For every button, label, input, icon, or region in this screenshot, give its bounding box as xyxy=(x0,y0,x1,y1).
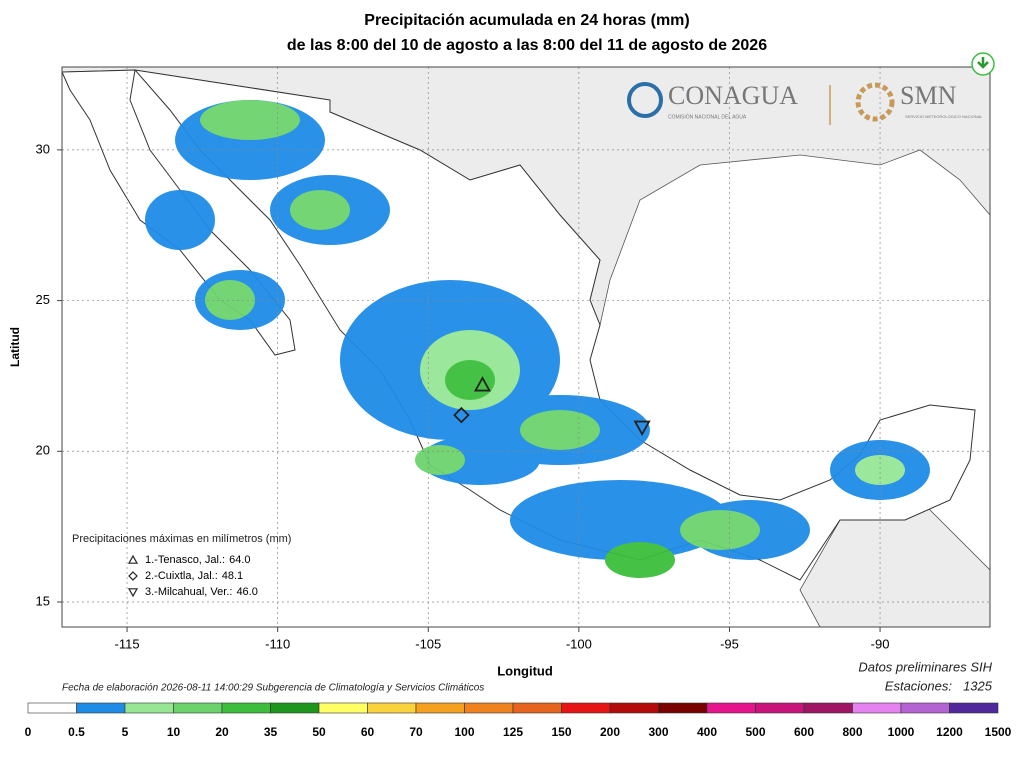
source: Datos preliminares SIH xyxy=(858,659,992,674)
grid xyxy=(57,67,990,632)
x-tick-label: -115 xyxy=(115,636,140,651)
x-axis-label: Longitud xyxy=(497,663,553,678)
colorbar-segment xyxy=(512,702,562,714)
colorbar-label: 1500 xyxy=(985,725,1012,739)
colorbar-segment xyxy=(173,702,223,714)
colorbar-label: 0 xyxy=(25,725,32,739)
station-name: 2.-Cuixtla, Jal.: xyxy=(145,570,218,582)
colorbar-label: 5 xyxy=(122,725,129,739)
smn-logo: SMN xyxy=(900,81,957,110)
precipitation xyxy=(145,100,930,578)
station-symbol xyxy=(633,420,651,437)
x-tick-label: -100 xyxy=(566,636,592,651)
x-tick-label: -90 xyxy=(871,636,890,651)
conagua-logo: CONAGUA xyxy=(668,81,798,110)
colorbar-label: 600 xyxy=(794,725,814,739)
colorbar-label: 1200 xyxy=(936,725,963,739)
station-value: 64.0 xyxy=(229,554,250,566)
x-tick-label: -105 xyxy=(415,636,441,651)
colorbar-segment xyxy=(706,702,756,714)
logos: CONAGUA COMISIÓN NACIONAL DEL AGUA SMN S… xyxy=(627,81,983,125)
colorbar-segment xyxy=(464,702,514,714)
x-tick-label: -110 xyxy=(265,636,290,651)
download-button[interactable] xyxy=(971,52,995,76)
colorbar-segment xyxy=(900,702,950,714)
colorbar: 0 0.5 5 10 20 35 50 60 70 100 125 150 200 300 400 500 60… xyxy=(25,702,1012,739)
colorbar-segment xyxy=(367,702,417,714)
conagua-icon xyxy=(627,82,663,118)
colorbar-segment xyxy=(415,702,465,714)
map xyxy=(62,67,990,627)
smn-icon xyxy=(855,82,895,122)
colorbar-label: 70 xyxy=(409,725,423,739)
station-symbol xyxy=(473,376,492,392)
station-value: 48.1 xyxy=(222,570,243,582)
station-name: 3.-Milcahual, Ver.: xyxy=(145,586,232,598)
colorbar-label: 800 xyxy=(842,725,862,739)
colorbar-label: 35 xyxy=(264,725,278,739)
colorbar-segment xyxy=(76,702,126,714)
station-symbol xyxy=(127,588,139,598)
station-legend: 1.-Tenasco, Jal.: 64.0 2.-Cuixtla, Jal.: 48… xyxy=(127,554,258,598)
colorbar-segment xyxy=(852,702,902,714)
legend-title: Precipitaciones máximas en milímetros (m… xyxy=(72,533,291,545)
stations-count: 1325 xyxy=(963,678,993,693)
colorbar-label: 1000 xyxy=(888,725,915,739)
conagua-sub: COMISIÓN NACIONAL DEL AGUA xyxy=(668,113,747,120)
y-tick-label: 15 xyxy=(36,593,50,608)
colorbar-segment xyxy=(755,702,805,714)
colorbar-label: 200 xyxy=(600,725,620,739)
colorbar-label: 300 xyxy=(648,725,668,739)
x-tick-label: -95 xyxy=(720,636,739,651)
y-axis-label: Latitud xyxy=(8,327,22,367)
colorbar-segment xyxy=(27,702,77,714)
station-symbol xyxy=(128,571,138,581)
y-tick-label: 30 xyxy=(36,141,50,156)
colorbar-label: 10 xyxy=(167,725,181,739)
colorbar-label: 100 xyxy=(454,725,474,739)
smn-sub: SERVICIO METEOROLÓGICO NACIONAL xyxy=(905,114,983,119)
colorbar-label: 400 xyxy=(697,725,717,739)
colorbar-label: 60 xyxy=(361,725,375,739)
colorbar-label: 20 xyxy=(215,725,229,739)
station-symbol xyxy=(453,406,470,424)
colorbar-segment xyxy=(803,702,853,714)
colorbar-segment xyxy=(318,702,368,714)
footer: Fecha de elaboración 2026-08-11 14:00:29… xyxy=(62,683,484,694)
colorbar-label: 50 xyxy=(312,725,326,739)
title: Precipitación acumulada en 24 horas (mm) xyxy=(364,12,689,29)
station-symbol xyxy=(127,554,139,564)
subtitle: de las 8:00 del 10 de agosto a las 8:00 … xyxy=(287,37,767,54)
colorbar-segment xyxy=(124,702,174,714)
y-tick-label: 25 xyxy=(36,292,50,307)
colorbar-label: 0.5 xyxy=(68,725,85,739)
colorbar-segment xyxy=(561,702,611,714)
stations-label: Estaciones: xyxy=(885,678,953,693)
colorbar-label: 125 xyxy=(503,725,523,739)
y-tick-label: 20 xyxy=(36,443,50,458)
colorbar-label: 500 xyxy=(745,725,765,739)
colorbar-segment xyxy=(949,702,999,714)
colorbar-segment xyxy=(609,702,659,714)
colorbar-label: 150 xyxy=(551,725,571,739)
station-name: 1.-Tenasco, Jal.: xyxy=(145,554,225,566)
colorbar-segment xyxy=(658,702,708,714)
colorbar-segment xyxy=(221,702,271,714)
colorbar-segment xyxy=(270,702,320,714)
map-frame xyxy=(61,66,991,628)
station-value: 46.0 xyxy=(236,586,257,598)
